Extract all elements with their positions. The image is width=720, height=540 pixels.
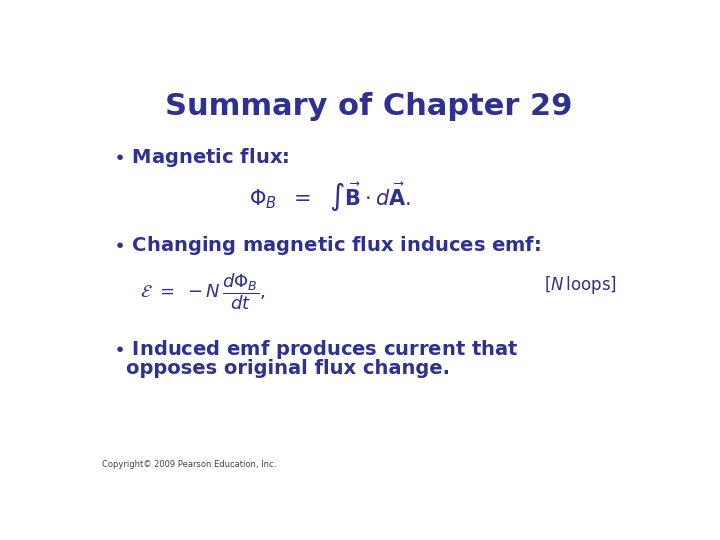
Text: $\mathcal{E} \ = \ -N \, \dfrac{d\Phi_B}{dt},$: $\mathcal{E} \ = \ -N \, \dfrac{d\Phi_B}… — [140, 271, 266, 312]
Text: $\bullet$ Induced emf produces current that: $\bullet$ Induced emf produces current t… — [113, 338, 518, 361]
Text: Summary of Chapter 29: Summary of Chapter 29 — [166, 92, 572, 121]
Text: $\bullet$ Changing magnetic flux induces emf:: $\bullet$ Changing magnetic flux induces… — [113, 234, 541, 257]
Text: $[N \, \mathrm{loops}]$: $[N \, \mathrm{loops}]$ — [544, 274, 617, 296]
Text: $\Phi_B \ \ = \ \ \int \vec{\mathbf{B}} \cdot d\vec{\mathbf{A}}.$: $\Phi_B \ \ = \ \ \int \vec{\mathbf{B}} … — [249, 180, 411, 213]
Text: opposes original flux change.: opposes original flux change. — [127, 359, 451, 378]
Text: Copyright© 2009 Pearson Education, Inc.: Copyright© 2009 Pearson Education, Inc. — [102, 460, 276, 469]
Text: $\bullet$ Magnetic flux:: $\bullet$ Magnetic flux: — [113, 146, 289, 168]
